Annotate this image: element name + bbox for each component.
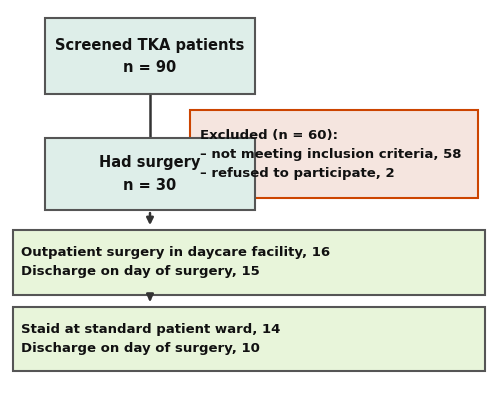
Text: Screened TKA patients
n = 90: Screened TKA patients n = 90	[56, 38, 244, 75]
Text: Staid at standard patient ward, 14
Discharge on day of surgery, 10: Staid at standard patient ward, 14 Disch…	[21, 323, 280, 355]
Text: Outpatient surgery in daycare facility, 16
Discharge on day of surgery, 15: Outpatient surgery in daycare facility, …	[21, 246, 330, 278]
FancyBboxPatch shape	[190, 110, 478, 198]
FancyBboxPatch shape	[12, 307, 485, 371]
FancyBboxPatch shape	[12, 230, 485, 295]
FancyBboxPatch shape	[45, 18, 255, 94]
Text: Had surgery
n = 30: Had surgery n = 30	[100, 155, 200, 193]
FancyBboxPatch shape	[45, 138, 255, 210]
Text: Excluded (n = 60):
– not meeting inclusion criteria, 58
– refused to participate: Excluded (n = 60): – not meeting inclusi…	[200, 129, 462, 180]
